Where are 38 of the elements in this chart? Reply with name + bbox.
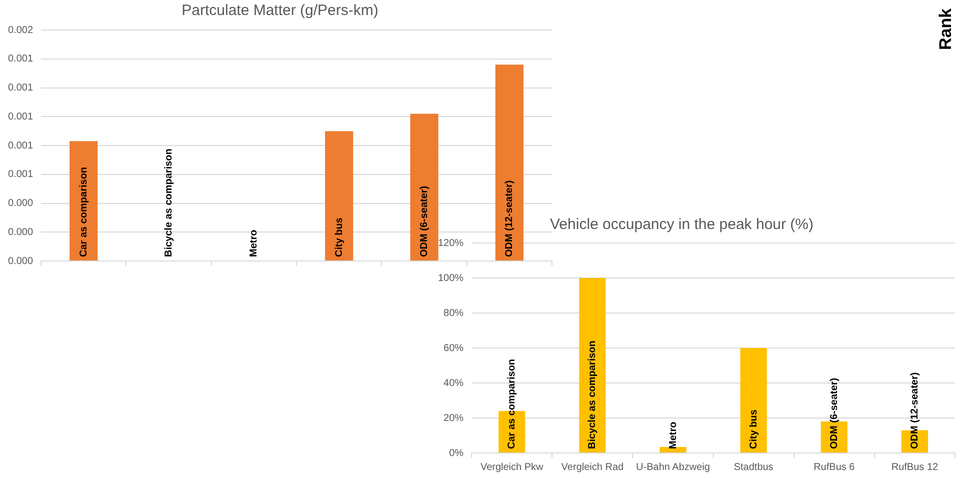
y-tick-label: 0.001 <box>8 82 34 94</box>
y-tick-label: 20% <box>444 412 464 424</box>
y-tick-label: 60% <box>444 342 464 354</box>
bar <box>495 64 524 260</box>
bar <box>325 131 354 260</box>
x-tick-label: RufBus 6 <box>814 462 856 473</box>
y-tick-label: 0% <box>449 448 464 459</box>
bar <box>410 114 438 260</box>
chart-title: Partculate Matter (g/Pers-km) <box>180 2 380 19</box>
bar <box>740 348 767 452</box>
y-tick-label: 0.002 <box>8 24 34 36</box>
bar <box>660 447 686 452</box>
y-tick-label: 0.001 <box>8 54 34 65</box>
x-tick-label: ODM (6-seater) <box>419 186 430 257</box>
y-tick-label: 0.001 <box>8 111 34 122</box>
y-tick-label: 0.000 <box>8 198 34 209</box>
x-tick-label: U-Bahn Abzweig <box>636 462 710 473</box>
x-tick-label: Vergleich Rad <box>561 462 624 473</box>
bar <box>579 278 606 452</box>
y-tick-label: 120% <box>438 238 464 249</box>
x-tick-label: City bus <box>334 217 345 257</box>
x-tick-label: Vergleich Pkw <box>480 462 544 473</box>
x-tick-label: RufBus 12 <box>891 462 938 473</box>
y-tick-label: 0.000 <box>8 256 34 267</box>
y-tick-label: 80% <box>444 308 464 319</box>
x-tick-label: Metro <box>248 230 260 257</box>
x-tick-label: ODM (12-seater) <box>504 180 516 257</box>
y-tick-label: 0.000 <box>8 226 34 238</box>
text: Rank <box>936 8 956 50</box>
x-tick-label: Stadtbus <box>734 462 774 473</box>
y-tick-label: 0.001 <box>8 140 34 152</box>
x-tick-label: Car as comparison <box>78 166 90 257</box>
y-tick-label: 0.001 <box>8 169 34 180</box>
chart-title: Vehicle occupancy in the peak hour (%) <box>550 216 814 233</box>
y-tick-label: 40% <box>444 378 464 389</box>
y-tick-label: 100% <box>438 272 464 284</box>
x-tick-label: Bicycle as comparison <box>164 148 175 257</box>
annotation: Metro <box>668 422 679 449</box>
